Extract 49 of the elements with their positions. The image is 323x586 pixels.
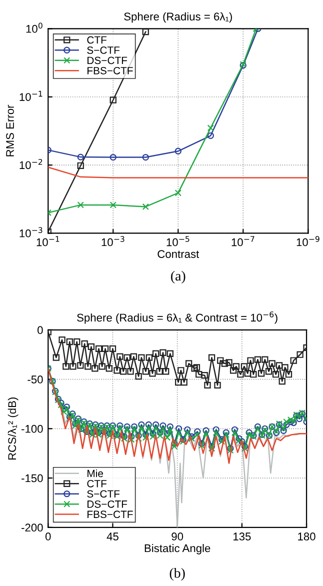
x-tick-label: 10$^{−9}$	[296, 236, 320, 246]
legend-label: DS−CTF	[88, 56, 128, 64]
point	[77, 162, 84, 169]
point	[77, 202, 84, 208]
x-tick-label: 10$^{−5}$	[166, 236, 190, 246]
x-tick-label: 180	[298, 532, 316, 540]
legend-label: CTF	[87, 36, 106, 44]
y-tick-label: 10$^{−1}$	[20, 90, 42, 101]
text: (b)	[170, 568, 185, 581]
y-tick-label: 10$^{−2}$	[20, 158, 42, 170]
point	[110, 96, 116, 104]
legend-label: CTF	[87, 480, 106, 488]
y-tick-label: 0	[38, 326, 43, 334]
point	[142, 203, 149, 210]
x-tick-label: 0	[45, 532, 51, 540]
y-tick-label: 10$^{0}$	[26, 22, 42, 33]
x-tick-label: 135	[234, 532, 251, 540]
x-tick-label: 45	[106, 532, 118, 540]
legend-label: DS−CTF	[88, 500, 128, 508]
y-tick-label: -200	[22, 524, 43, 532]
y-tick-label: -150	[22, 474, 43, 482]
point	[207, 124, 214, 132]
point	[174, 148, 182, 154]
y-tick-label: -100	[22, 424, 43, 433]
x-tick-label: 90	[172, 532, 184, 540]
x-tick-label: 10$^{−1}$	[36, 236, 60, 246]
point	[110, 202, 116, 208]
x-axis-title: Contrast	[158, 250, 200, 258]
x-tick-label: 10$^{−3}$	[102, 236, 124, 246]
point	[142, 28, 149, 36]
legend-label: S−CTF	[87, 46, 120, 54]
point	[207, 132, 214, 139]
legend-label: Mie	[88, 469, 103, 478]
y-tick-label: 10$^{−3}$	[20, 227, 42, 238]
legend-label: FBS−CTF	[88, 66, 133, 74]
point	[174, 190, 182, 196]
y-axis-title: RCS/λ₁² (dB)	[8, 398, 18, 460]
point	[110, 154, 116, 161]
legend-label: S−CTF	[87, 490, 120, 498]
point	[142, 154, 149, 161]
legend-label: FBS−CTF	[88, 510, 133, 518]
x-tick-label: 10$^{−7}$	[232, 236, 254, 246]
x-axis-title: Bistatic Angle	[144, 544, 210, 554]
point	[77, 154, 84, 160]
chart-title: Sphere (Radius = 6λ₁)	[124, 12, 232, 23]
y-tick-label: -50	[28, 376, 43, 384]
chart-title: Sphere (Radius = 6λ₁ & Contrast = 10$^{−6}$)	[77, 311, 278, 324]
y-axis-title: RMS Error	[6, 104, 14, 156]
text: (a)	[171, 270, 186, 284]
